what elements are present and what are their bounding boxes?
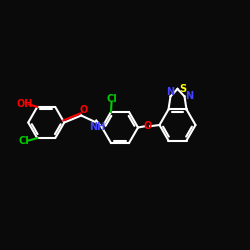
Text: N: N [166, 87, 174, 97]
Text: Cl: Cl [106, 94, 117, 104]
Text: O: O [79, 105, 88, 115]
Text: S: S [179, 84, 186, 94]
Text: Cl: Cl [18, 136, 29, 145]
Text: O: O [144, 121, 152, 131]
Text: NH: NH [89, 122, 106, 132]
Text: N: N [185, 91, 193, 101]
Text: OH: OH [16, 100, 33, 110]
